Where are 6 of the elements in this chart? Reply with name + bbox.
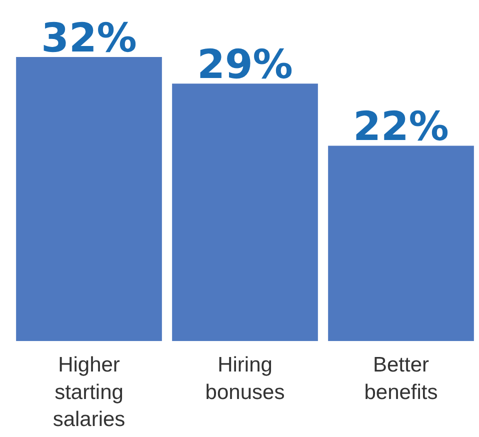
x-tick-label: Hiring bonuses xyxy=(205,354,285,404)
x-tick-label: Better benefits xyxy=(364,354,438,404)
data-label: 22% xyxy=(353,104,449,150)
data-label: 32% xyxy=(41,15,137,62)
data-label: 29% xyxy=(197,42,293,88)
x-tick-label: Higher starting salaries xyxy=(52,354,126,432)
